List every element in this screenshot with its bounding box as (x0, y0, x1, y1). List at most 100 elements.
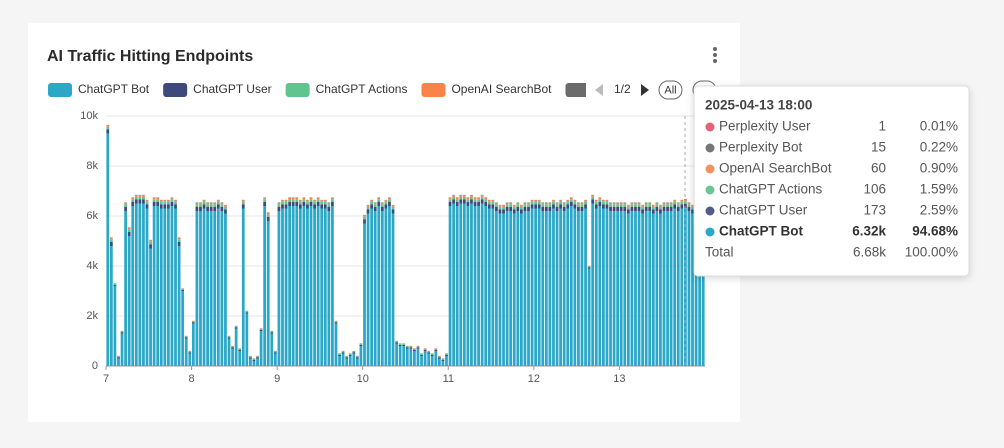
tooltip-percent: 2.59% (920, 203, 958, 218)
bar-segment (442, 359, 445, 360)
bar-segment (149, 249, 152, 367)
bar-segment (691, 205, 694, 207)
x-tick-label: 11 (443, 373, 454, 385)
bar-segment (484, 206, 487, 366)
bar-segment (459, 195, 462, 197)
bar-segment (556, 211, 559, 366)
bar-segment (406, 346, 409, 347)
bar-segment (463, 195, 466, 197)
legend-item[interactable]: ChatGPT User (163, 82, 271, 97)
bar-segment (210, 211, 213, 366)
bar-segment (263, 202, 266, 206)
bar-segment (245, 312, 248, 313)
bar-segment (395, 341, 398, 342)
bar-segment (613, 203, 616, 205)
bar-segment (213, 211, 216, 366)
bar-segment (146, 204, 149, 208)
bar-segment (449, 198, 452, 200)
legend-item[interactable]: ChatGPT Bot (48, 82, 150, 97)
x-tick-label: 12 (528, 373, 540, 385)
bar-segment (217, 200, 220, 202)
bar-segment (224, 214, 227, 367)
bar-segment (502, 209, 505, 213)
bar-segment (106, 125, 109, 127)
bar-segment (445, 354, 448, 355)
bar-segment (563, 207, 566, 211)
bar-segment (502, 214, 505, 367)
bar-segment (673, 209, 676, 367)
bar-segment (556, 207, 559, 211)
bar-segment (324, 204, 327, 208)
bar-segment (367, 205, 370, 207)
y-tick-label: 6k (86, 210, 98, 222)
bar-segment (363, 215, 366, 217)
bar-segment (281, 202, 284, 205)
bar-segment (602, 204, 605, 208)
bar-segment (160, 204, 163, 208)
bar-segment (363, 224, 366, 367)
bar-segment (203, 202, 206, 205)
bar-segment (310, 202, 313, 206)
bar-segment (285, 202, 288, 205)
bar-segment (420, 354, 423, 355)
bar-segment (634, 207, 637, 211)
bar-segment (327, 203, 330, 205)
bar-segment (167, 204, 170, 208)
bar-segment (363, 217, 366, 220)
bar-segment (327, 204, 330, 207)
bar-segment (520, 205, 523, 207)
bar-segment (245, 314, 248, 367)
bar-segment (506, 204, 509, 207)
bar-segment (174, 202, 177, 205)
bar-segment (499, 205, 502, 207)
bar-segment (156, 198, 159, 200)
bar-segment (527, 211, 530, 366)
bar-segment (477, 198, 480, 200)
legend-item[interactable]: ChatGPT Actions (286, 82, 408, 97)
bar-segment (645, 204, 648, 207)
bar-segment (570, 202, 573, 206)
bar-segment (110, 239, 113, 242)
bar-segment (516, 203, 519, 205)
bar-segment (538, 200, 541, 202)
bar-segment (409, 347, 412, 348)
tooltip-name: Perplexity Bot (719, 140, 803, 155)
bar-segment (616, 211, 619, 366)
bar-segment (171, 199, 174, 202)
bar-segment (160, 200, 163, 202)
tooltip-percent: 94.68% (912, 224, 958, 239)
bar-segment (467, 206, 470, 366)
bar-segment (238, 349, 241, 350)
bar-segment (395, 342, 398, 343)
bar-segment (142, 197, 145, 200)
bar-segment (231, 349, 234, 367)
bar-segment (620, 207, 623, 211)
bar-segment (524, 204, 527, 207)
bar-segment (591, 195, 594, 197)
bar-segment (360, 344, 363, 345)
bar-segment (267, 217, 270, 221)
bar-segment (399, 344, 402, 345)
bar-segment (584, 200, 587, 202)
bar-segment (477, 206, 480, 366)
bar-segment (274, 354, 277, 367)
bar-segment (270, 332, 273, 333)
bar-segment (213, 204, 216, 207)
bar-segment (199, 203, 202, 205)
bar-segment (292, 206, 295, 366)
y-tick-label: 0 (92, 360, 98, 372)
legend-item[interactable]: OpenAI SearchBot (421, 82, 552, 97)
bar-segment (652, 207, 655, 210)
bar-segment (381, 203, 384, 205)
bar-segment (595, 209, 598, 367)
bar-segment (206, 207, 209, 211)
bar-segment (652, 209, 655, 213)
menu-button[interactable] (713, 47, 717, 63)
bar-segment (524, 211, 527, 366)
bar-segment (367, 207, 370, 210)
bar-segment (481, 199, 484, 203)
bar-segment (659, 214, 662, 367)
bar-segment (199, 207, 202, 211)
bar-segment (249, 357, 252, 358)
bar-segment (320, 204, 323, 208)
